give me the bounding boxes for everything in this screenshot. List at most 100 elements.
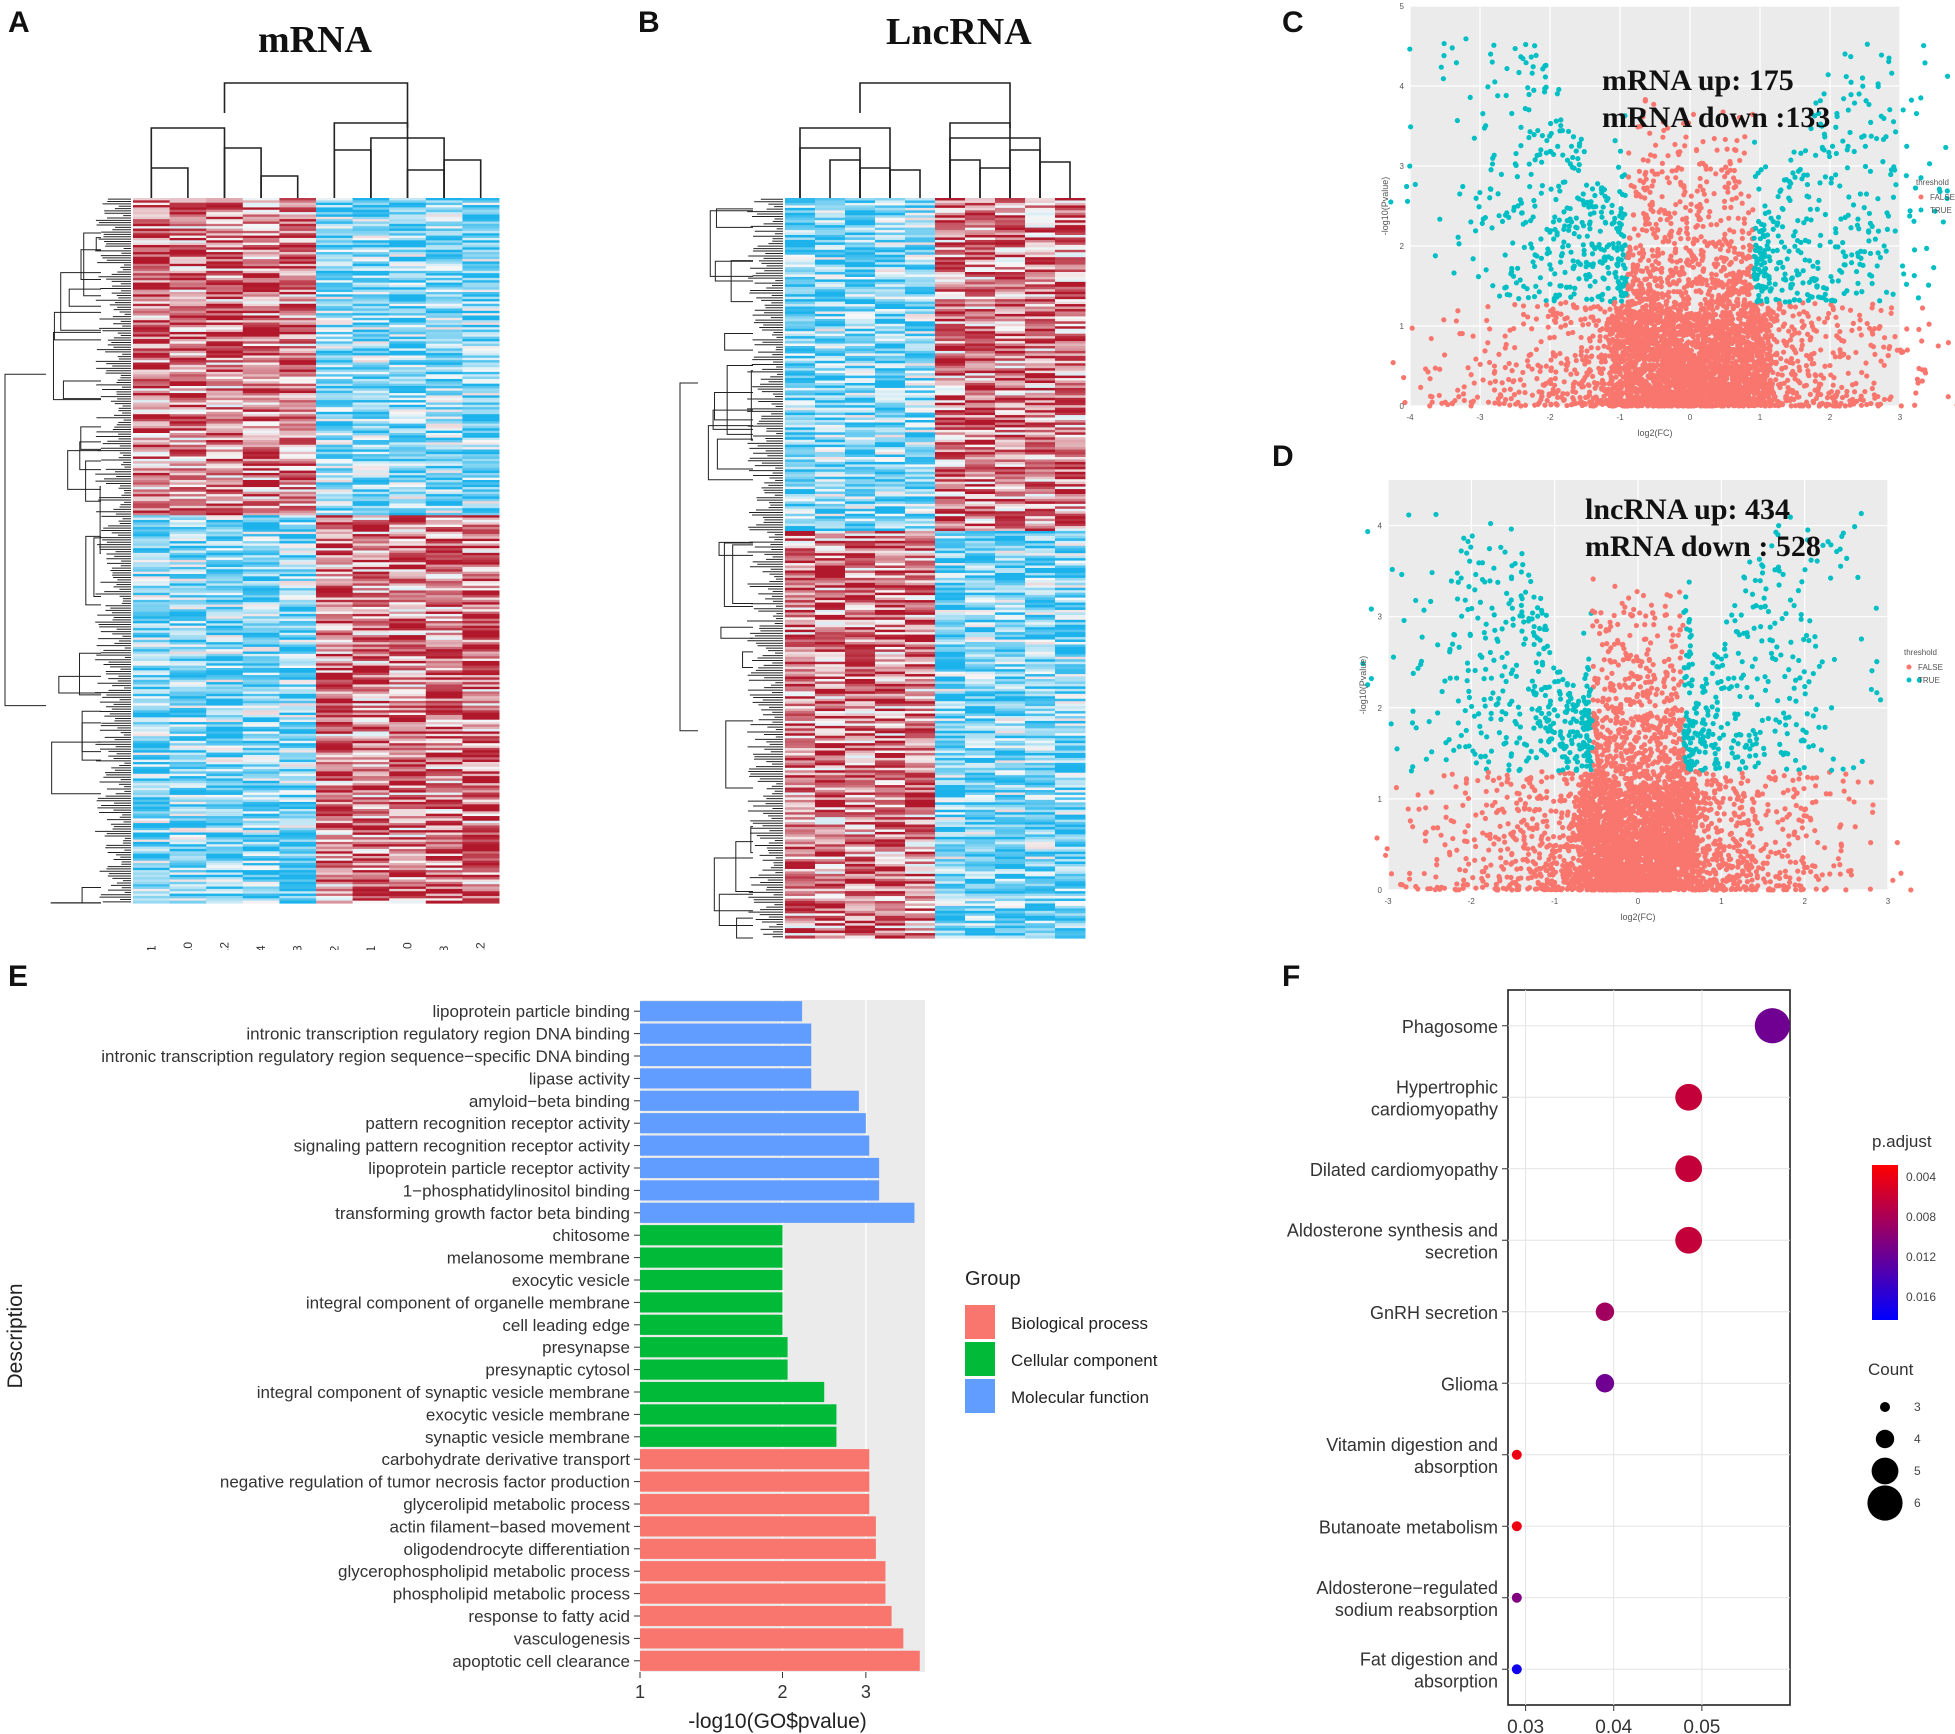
row-dendrogram-link [51,741,101,795]
heatmap-cell [462,242,500,246]
heatmap-cell [1055,587,1086,591]
heatmap-cell [242,407,280,411]
heatmap-cell [875,523,906,527]
heatmap-cell [389,881,427,885]
heatmap-cell [169,503,207,507]
heatmap-cell [875,383,906,387]
heatmap-cell [169,440,207,443]
heatmap-cell [425,686,463,690]
heatmap-cell [316,722,354,725]
heatmap-cell [1025,410,1056,414]
heatmap-cell [133,360,171,364]
heatmap-cell [206,418,244,422]
heatmap-cell [462,280,500,284]
heatmap-cell [316,292,354,295]
heatmap-cell [1055,461,1086,465]
heatmap-cell [965,587,996,591]
heatmap-cell [316,764,354,768]
heatmap-cell [815,575,846,579]
heatmap-cell [995,348,1026,352]
heatmap-cell [133,595,171,599]
heatmap-cell [352,418,390,422]
heatmap-cell [875,232,906,236]
heatmap-cell [845,207,876,211]
heatmap-cell [995,239,1026,243]
heatmap-cell [1055,397,1086,401]
heatmap-cell [875,563,906,567]
heatmap-cell [169,465,207,469]
heatmap-cell [875,291,906,295]
heatmap-cell [462,574,500,577]
column-label: H3 [291,945,305,950]
heatmap-cell [279,745,317,749]
heatmap-cell [316,820,354,824]
heatmap-cell [845,311,876,315]
heatmap-cell [785,486,816,490]
heatmap-cell [133,715,171,718]
heatmap-cell [279,820,317,824]
heatmap-cell [815,523,846,527]
heatmap-cell [133,489,171,493]
heatmap-cell [815,279,846,283]
heatmap-cell [875,585,906,589]
heatmap-cell [425,491,463,495]
heatmap-cell [905,360,936,364]
heatmap-cell [875,321,906,325]
heatmap-cell [425,606,463,610]
heatmap-cell [875,341,906,345]
heatmap-cell [425,679,463,683]
heatmap-cell [279,574,317,577]
heatmap-cells [133,198,500,904]
heatmap-cell [785,249,816,253]
heatmap-cell [965,464,996,468]
heatmap-cell [169,733,207,737]
heatmap-cell [462,322,500,326]
heatmap-cell [206,484,244,488]
heatmap-cell [352,759,390,763]
heatmap-cell [389,698,427,702]
heatmap-cell [905,346,936,350]
heatmap-cell [352,397,390,401]
heatmap-cell [1055,232,1086,236]
heatmap-cell [206,214,244,218]
heatmap-cell [206,247,244,251]
heatmap-cell [1025,257,1056,261]
heatmap-cell [1055,558,1086,562]
heatmap-cell [316,294,354,298]
heatmap-cell [389,390,427,394]
heatmap-cell [995,518,1026,522]
heatmap-cell [242,851,280,855]
heatmap-cell [389,477,427,481]
heatmap-cell [242,235,280,239]
heatmap-cell [815,276,846,280]
heatmap-cell [425,524,463,528]
heatmap-cell [875,474,906,478]
heatmap-cell [352,679,390,683]
heatmap-cell [815,395,846,399]
heatmap-cell [995,402,1026,406]
heatmap-cell [316,254,354,258]
heatmap-b-title: LncRNA [886,11,1032,53]
heatmap-cell [133,778,171,782]
heatmap-cell [242,745,280,749]
heatmap-cell [1055,222,1086,226]
heatmap-cell [965,400,996,404]
heatmap-cell [845,279,876,283]
heatmap-cell [352,402,390,406]
heatmap-cell [242,740,280,744]
heatmap-cell [389,207,427,211]
heatmap-cell [462,341,500,345]
heatmap-cell [279,886,317,890]
heatmap-cell [206,296,244,300]
heatmap-cell [316,205,354,208]
heatmap-cell [462,773,500,777]
heatmap-cell [905,565,936,569]
heatmap-cell [935,328,966,332]
heatmap-cell [875,294,906,298]
heatmap-cell [133,592,171,596]
heatmap-cell [206,388,244,392]
heatmap-cell [242,799,280,803]
heatmap-cell [352,263,390,267]
heatmap-cell [242,886,280,890]
heatmap-cell [462,660,500,664]
